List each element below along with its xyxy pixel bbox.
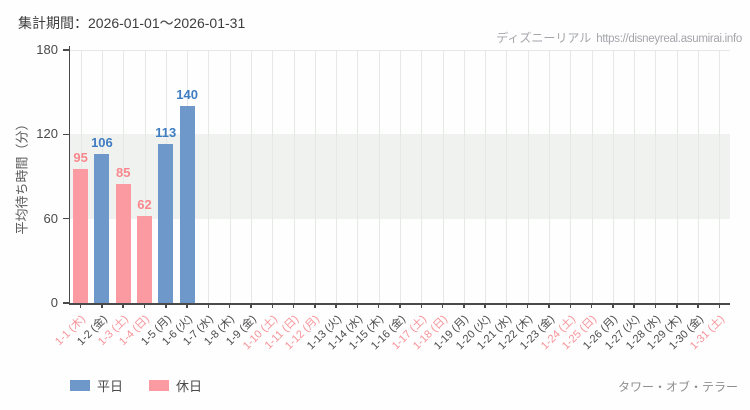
legend-swatch	[149, 380, 170, 391]
gridline-vertical	[400, 50, 401, 303]
report-title: 集計期間：2026-01-01～2026-01-31	[18, 15, 246, 31]
x-tick	[356, 303, 359, 308]
x-tick	[186, 303, 188, 308]
x-tick	[548, 303, 550, 308]
x-tick	[314, 303, 316, 308]
x-tick	[207, 303, 210, 308]
gridline-vertical	[272, 50, 274, 303]
watermark: ディズニーリアル https://disneyreal.asumirai.info	[496, 29, 742, 47]
y-tick-label: 60	[43, 210, 58, 226]
x-tick	[250, 303, 252, 308]
gridline-vertical	[591, 50, 593, 303]
gridline-vertical	[676, 50, 678, 303]
gridline-vertical	[612, 50, 614, 303]
y-tick	[63, 49, 70, 51]
x-tick	[505, 303, 508, 308]
gridline-vertical	[250, 50, 252, 303]
attraction-name: タワー・オブ・テラー	[617, 380, 738, 394]
x-tick	[697, 303, 699, 308]
gridline-vertical	[570, 50, 572, 303]
chart-plot: 106 113 140 95 85 62 0 60 120 180 1-1 (木) 1-2 (金) 1-…	[36, 42, 730, 352]
gridline-vertical	[655, 50, 657, 303]
x-tick	[377, 303, 380, 308]
watermark-url: https://disneyreal.asumirai.info	[596, 33, 742, 45]
x-tick	[399, 303, 401, 308]
y-tick	[63, 217, 70, 220]
x-tick	[228, 303, 231, 308]
gridline-vertical	[549, 50, 551, 303]
x-tick	[271, 303, 273, 308]
x-tick	[633, 303, 635, 308]
x-tick	[101, 303, 103, 308]
y-tick-label: 180	[36, 42, 58, 57]
y-axis-line	[68, 46, 70, 303]
x-tick	[420, 303, 423, 308]
x-tick	[654, 303, 657, 308]
watermark-site: ディズニーリアル	[496, 31, 592, 45]
x-tick	[292, 303, 295, 308]
bar-value-label: 140	[176, 87, 198, 103]
gridline-vertical	[208, 50, 210, 303]
x-tick	[79, 303, 82, 308]
y-tick-label: 120	[36, 126, 58, 142]
legend-swatch	[70, 380, 90, 391]
bar	[179, 106, 195, 303]
x-tick	[569, 303, 572, 308]
bar	[94, 154, 110, 303]
bar-value-label: 85	[115, 164, 131, 180]
x-tick	[122, 303, 124, 308]
x-tick	[143, 303, 146, 308]
x-tick	[463, 303, 465, 308]
legend-item[interactable]: 平日	[70, 376, 123, 395]
x-tick	[165, 303, 167, 308]
gridline-vertical	[485, 50, 487, 303]
x-tick	[718, 303, 721, 308]
gridline-vertical	[634, 50, 636, 303]
gridline-vertical	[336, 50, 338, 303]
gridline-vertical	[123, 50, 125, 303]
gridline-vertical	[357, 50, 359, 303]
x-tick	[441, 303, 444, 308]
gridline-vertical	[421, 50, 423, 303]
gridline-vertical	[293, 50, 295, 303]
bar	[158, 144, 174, 303]
bar-value-label: 106	[91, 135, 113, 150]
gridline-vertical	[314, 50, 316, 303]
gridline-vertical	[144, 50, 146, 303]
legend: 平日 休日	[70, 376, 202, 395]
gridline-vertical	[698, 50, 700, 303]
bar	[137, 215, 153, 303]
gridline-vertical	[463, 50, 465, 303]
y-tick	[63, 302, 70, 304]
gridline-vertical	[229, 50, 231, 303]
bar-value-label: 113	[155, 125, 177, 141]
gridline-vertical	[442, 50, 444, 303]
y-tick	[63, 133, 70, 136]
gridline-vertical	[719, 50, 721, 303]
gridline-vertical	[506, 50, 508, 303]
bar	[115, 183, 131, 303]
x-tick	[484, 303, 486, 308]
x-tick	[676, 303, 678, 308]
gridline-vertical	[378, 50, 380, 303]
x-tick	[526, 303, 529, 308]
bar-value-label: 62	[137, 196, 152, 212]
gridline-vertical	[527, 50, 529, 303]
y-tick-label: 0	[50, 295, 58, 310]
x-tick	[590, 303, 593, 308]
bar-value-label: 95	[73, 150, 88, 166]
legend-item[interactable]: 休日	[149, 376, 202, 395]
legend-label: 平日	[97, 379, 124, 394]
legend-label: 休日	[176, 379, 203, 394]
bar	[73, 169, 89, 303]
x-tick	[335, 303, 337, 308]
x-tick	[612, 303, 614, 308]
